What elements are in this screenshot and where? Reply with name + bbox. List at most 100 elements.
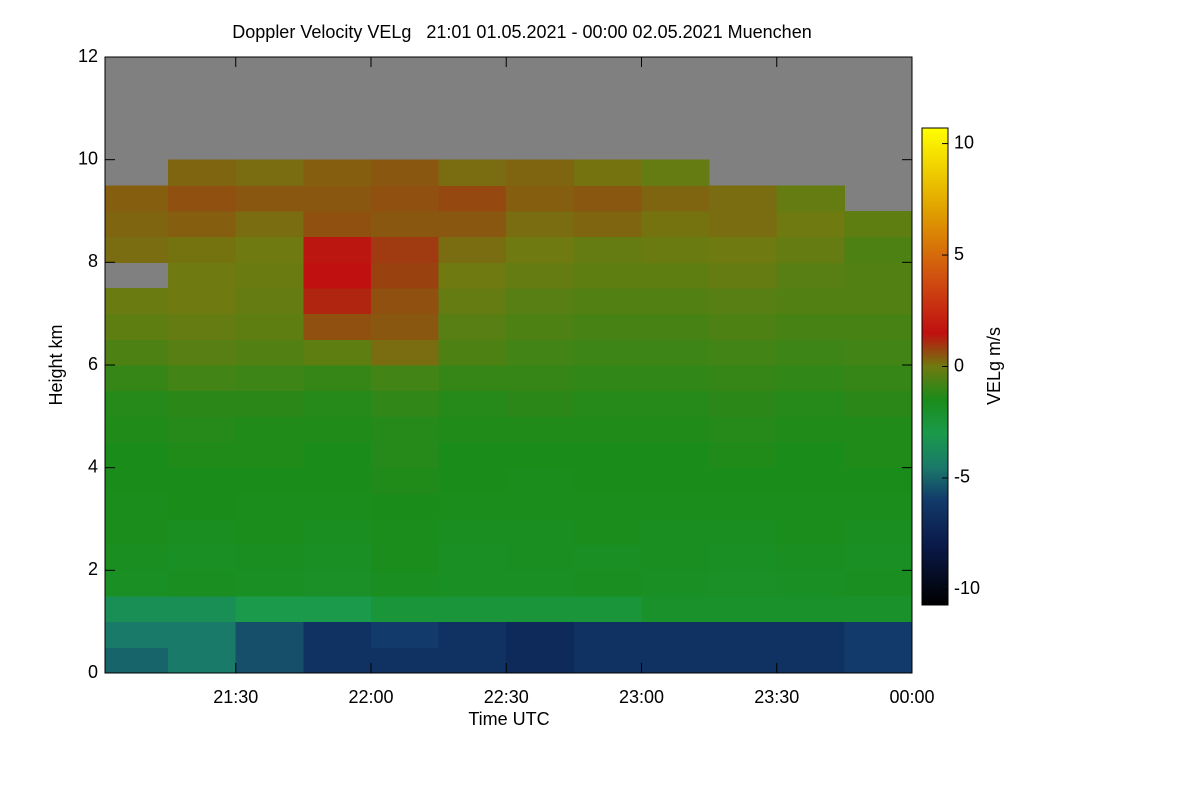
heatmap-cell [844,647,913,674]
heatmap-cell [105,365,169,392]
colorbar-label: VELg m/s [984,327,1004,405]
heatmap-cell [641,313,710,340]
heatmap-cell [105,416,169,443]
heatmap-cell [573,596,642,623]
heatmap-cell [573,365,642,392]
heatmap-cell [235,365,304,392]
heatmap-cell [370,519,440,546]
y-tick-label: 4 [88,456,98,476]
heatmap-cell [235,262,304,289]
heatmap-cell [844,596,913,623]
heatmap-cell [105,339,169,366]
heatmap-cell [438,519,507,546]
heatmap-cell [506,159,575,186]
heatmap-cell [303,339,372,366]
heatmap-cell [776,339,845,366]
heatmap-cell [844,493,913,520]
heatmap-cell [235,339,304,366]
heatmap-cell [303,365,372,392]
heatmap-cell [573,493,642,520]
heatmap-cell [168,544,237,571]
heatmap-cell [709,647,778,674]
heatmap-cell [370,339,440,366]
heatmap-cell [438,262,507,289]
x-tick-label: 21:30 [213,687,258,707]
heatmap-cell [235,442,304,469]
heatmap-cell [168,621,237,648]
heatmap-cell [235,390,304,417]
heatmap-cell [573,211,642,238]
y-tick-label: 0 [88,662,98,682]
heatmap-cell [438,236,507,263]
heatmap-cell [776,416,845,443]
heatmap-cell [641,570,710,597]
heatmap-cell [370,416,440,443]
heatmap-cell [844,211,913,238]
heatmap-cell [370,596,440,623]
heatmap-cell [168,519,237,546]
heatmap-cell [506,313,575,340]
heatmap-cell [641,544,710,571]
heatmap-cell [506,416,575,443]
heatmap-cell [438,390,507,417]
heatmap-cell [776,647,845,674]
heatmap-cell [573,339,642,366]
heatmap-cell [303,519,372,546]
chart-title: Doppler Velocity VELg 21:01 01.05.2021 -… [232,22,811,42]
heatmap-cell [370,621,440,648]
heatmap-cell [776,390,845,417]
x-tick-label: 22:30 [484,687,529,707]
heatmap-cell [776,313,845,340]
heatmap-cell [438,365,507,392]
y-tick-label: 8 [88,251,98,271]
heatmap-cell [438,596,507,623]
heatmap-cell [506,365,575,392]
heatmap-cell [303,313,372,340]
heatmap-cell [641,288,710,315]
heatmap-cell [641,493,710,520]
heatmap-cell [844,570,913,597]
heatmap-cell [370,570,440,597]
heatmap-cell [235,236,304,263]
heatmap-cell [709,570,778,597]
heatmap-cell [573,236,642,263]
heatmap-cell [438,211,507,238]
heatmap-cell [105,313,169,340]
heatmap-cell [844,544,913,571]
heatmap-cell [573,544,642,571]
y-tick-label: 2 [88,559,98,579]
heatmap-cell [438,442,507,469]
heatmap-cell [844,339,913,366]
heatmap-cell [303,467,372,494]
y-tick-label: 10 [78,148,98,168]
heatmap-cell [844,236,913,263]
heatmap-cell [776,236,845,263]
heatmap-cell [168,288,237,315]
heatmap-cell [370,467,440,494]
heatmap-cell [709,236,778,263]
heatmap-cell [641,647,710,674]
heatmap-cell [438,467,507,494]
heatmap-cell [641,339,710,366]
heatmap-cell [709,467,778,494]
heatmap-cell [641,596,710,623]
heatmap-cell [506,519,575,546]
heatmap-cell [776,211,845,238]
colorbar-tick-label: 0 [954,355,964,375]
heatmap-cell [168,442,237,469]
heatmap-cell [235,313,304,340]
heatmap-cell [105,596,169,623]
heatmap-cell [168,493,237,520]
x-axis-label: Time UTC [468,709,549,729]
heatmap-cell [506,262,575,289]
heatmap-cell [776,185,845,212]
heatmap-cell [641,211,710,238]
heatmap-cell [709,596,778,623]
heatmap-cell [370,390,440,417]
colorbar-tick-label: -5 [954,467,970,487]
heatmap-cell [235,621,304,648]
heatmap-cell [641,262,710,289]
heatmap-cell [438,313,507,340]
heatmap-cell [168,185,237,212]
